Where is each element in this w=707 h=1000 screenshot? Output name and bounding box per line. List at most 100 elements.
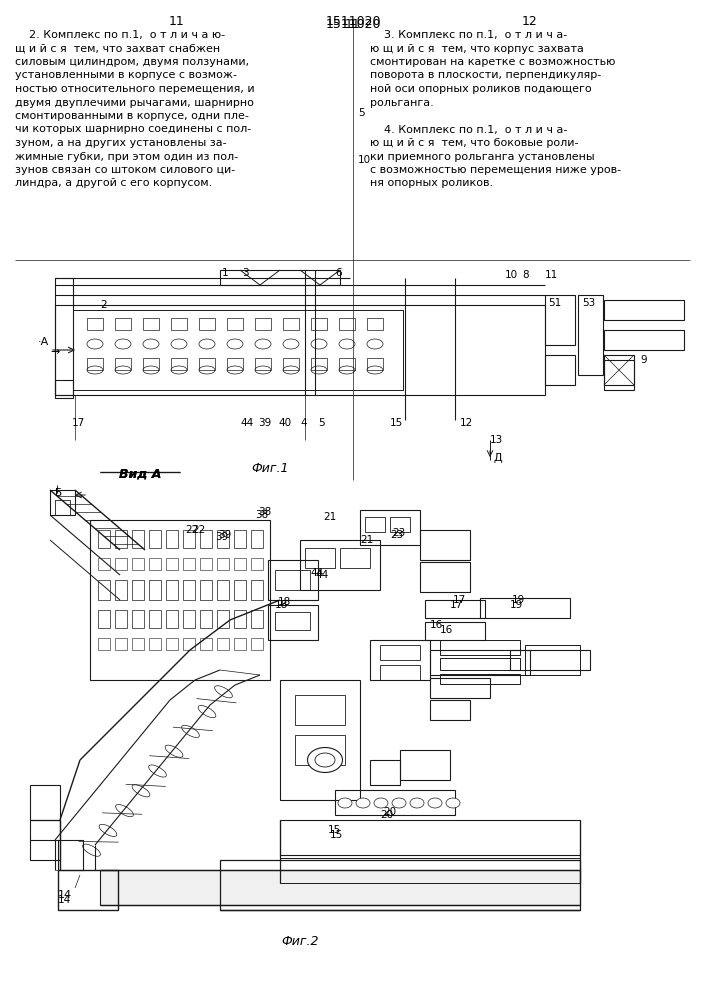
Ellipse shape [132, 785, 150, 797]
Bar [217, 558, 229, 570]
Ellipse shape [308, 748, 342, 772]
Text: 17: 17 [72, 418, 86, 428]
Bar [166, 558, 178, 570]
Bar [251, 580, 263, 600]
Bar [183, 638, 195, 650]
Text: щ и й с я  тем, что захват снабжен: щ и й с я тем, что захват снабжен [15, 43, 220, 53]
Bar [132, 530, 144, 548]
Ellipse shape [215, 686, 233, 698]
Text: 11: 11 [545, 270, 559, 280]
Bar [143, 358, 159, 370]
Bar [430, 678, 490, 698]
Bar [440, 640, 520, 655]
Bar [55, 500, 70, 515]
Bar [420, 562, 470, 592]
Bar [335, 790, 455, 815]
Text: 16: 16 [430, 620, 443, 630]
Bar [311, 318, 327, 330]
Text: Фиг.2: Фиг.2 [281, 935, 319, 948]
Bar [98, 580, 110, 600]
Bar [480, 598, 570, 618]
Bar [525, 645, 580, 675]
Text: Фиг.1: Фиг.1 [251, 462, 288, 475]
Text: 18: 18 [275, 600, 288, 610]
Text: 13: 13 [490, 435, 503, 445]
Text: 12: 12 [522, 15, 538, 28]
Bar [280, 858, 580, 883]
Bar [300, 540, 380, 590]
Text: 11: 11 [345, 18, 361, 31]
Text: 4. Комплекс по п.1,  о т л и ч а-: 4. Комплекс по п.1, о т л и ч а- [370, 124, 568, 134]
Bar [295, 695, 345, 725]
Ellipse shape [148, 765, 166, 777]
Ellipse shape [182, 725, 199, 737]
Bar [183, 580, 195, 600]
Bar [251, 610, 263, 628]
Text: 4: 4 [300, 418, 307, 428]
Bar [98, 610, 110, 628]
Bar [280, 820, 580, 855]
Ellipse shape [116, 805, 134, 817]
Bar [340, 548, 370, 568]
Text: силовым цилиндром, двумя ползунами,: силовым цилиндром, двумя ползунами, [15, 57, 249, 67]
Bar [149, 530, 161, 548]
Text: 8: 8 [522, 270, 529, 280]
Bar [55, 380, 73, 395]
Text: 1511020: 1511020 [325, 15, 381, 28]
Text: чи которых шарнирно соединены с пол-: чи которых шарнирно соединены с пол- [15, 124, 251, 134]
Bar [200, 580, 212, 600]
Bar [217, 580, 229, 600]
Text: 3. Комплекс по п.1,  о т л и ч а-: 3. Комплекс по п.1, о т л и ч а- [370, 30, 567, 40]
Bar [73, 310, 403, 390]
Bar [420, 530, 470, 560]
Bar [425, 600, 485, 618]
Bar [251, 638, 263, 650]
Bar [132, 558, 144, 570]
Text: 15: 15 [328, 825, 341, 835]
Bar [183, 530, 195, 548]
Bar [283, 358, 299, 370]
Text: 22: 22 [192, 525, 205, 535]
Bar [268, 560, 318, 600]
Text: ной оси опорных роликов подающего: ной оси опорных роликов подающего [370, 84, 592, 94]
Bar [275, 570, 310, 590]
Bar [55, 305, 545, 395]
Bar [220, 860, 580, 910]
Text: Б: Б [55, 488, 62, 498]
Text: 15: 15 [330, 830, 344, 840]
Bar [200, 558, 212, 570]
Bar [149, 580, 161, 600]
Bar [430, 700, 470, 720]
Text: 15: 15 [390, 418, 403, 428]
Bar [280, 680, 360, 800]
Bar [283, 318, 299, 330]
Bar [234, 530, 246, 548]
Bar [430, 650, 530, 675]
Bar [380, 645, 420, 660]
Bar [234, 558, 246, 570]
Bar [30, 820, 60, 860]
Bar [251, 530, 263, 548]
Text: Д: Д [494, 453, 503, 463]
Bar [30, 785, 60, 820]
Bar [604, 300, 684, 320]
Bar [370, 640, 430, 680]
Bar [367, 318, 383, 330]
Bar [166, 610, 178, 628]
Bar [234, 610, 246, 628]
Text: 20: 20 [383, 807, 396, 817]
Bar [545, 295, 575, 345]
Text: 23: 23 [390, 530, 403, 540]
Text: 23: 23 [392, 528, 405, 538]
Text: 19: 19 [510, 600, 523, 610]
Text: с возможностью перемещения ниже уров-: с возможностью перемещения ниже уров- [370, 165, 621, 175]
Text: 2: 2 [100, 300, 107, 310]
Text: 2. Комплекс по п.1,  о т л и ч а ю-: 2. Комплекс по п.1, о т л и ч а ю- [15, 30, 225, 40]
Bar [400, 750, 450, 780]
Bar [87, 318, 103, 330]
Bar [115, 358, 131, 370]
Ellipse shape [99, 824, 117, 836]
Text: 1: 1 [222, 268, 228, 278]
Bar [200, 610, 212, 628]
Text: 16: 16 [440, 625, 453, 635]
